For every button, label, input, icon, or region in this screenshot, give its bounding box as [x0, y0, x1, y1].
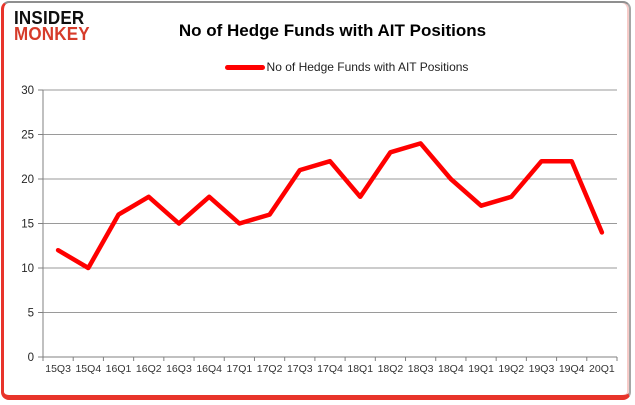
y-tick-label: 25 — [21, 130, 34, 142]
insider-monkey-logo: INSIDER MONKEY — [14, 7, 90, 45]
x-tick-label: 16Q2 — [136, 363, 162, 375]
legend: No of Hedge Funds with AIT Positions — [64, 60, 629, 74]
x-tick-label: 18Q3 — [408, 363, 434, 375]
x-tick-label: 20Q1 — [589, 363, 615, 375]
series-line — [55, 141, 605, 271]
y-tick-label: 30 — [21, 85, 34, 97]
x-tick-label: 19Q2 — [498, 363, 524, 375]
legend-label: No of Hedge Funds with AIT Positions — [266, 60, 469, 74]
legend-line-swatch — [224, 64, 265, 70]
y-tick-label: 0 — [28, 352, 34, 364]
logo-text-monkey: MONKEY — [14, 24, 90, 45]
x-tick-label: 16Q1 — [106, 363, 132, 375]
x-tick-label: 18Q2 — [378, 363, 404, 375]
chart-title: No of Hedge Funds with AIT Positions — [178, 21, 487, 40]
x-tick-label: 17Q2 — [257, 363, 283, 375]
x-tick-label: 19Q1 — [468, 363, 494, 375]
x-tick-label: 16Q3 — [166, 363, 192, 375]
y-tick-label: 5 — [28, 308, 34, 320]
y-tick-label: 20 — [21, 174, 34, 186]
x-tick-label: 18Q4 — [438, 363, 464, 375]
x-tick-label: 16Q4 — [196, 363, 222, 375]
x-tick-label: 17Q3 — [287, 363, 313, 375]
x-tick-label: 15Q4 — [75, 363, 101, 375]
x-tick-label: 17Q1 — [227, 363, 253, 375]
chart-card: INSIDER MONKEY No of Hedge Funds with AI… — [1, 1, 631, 400]
logo-text-insider: INSIDER — [14, 7, 85, 29]
x-tick-label: 18Q1 — [347, 363, 373, 375]
y-tick-label: 10 — [21, 263, 34, 275]
x-tick-label: 19Q3 — [529, 363, 555, 375]
x-tick-label: 15Q3 — [45, 363, 71, 375]
x-tick-label: 17Q4 — [317, 363, 343, 375]
y-tick-label: 15 — [21, 219, 34, 231]
x-tick-label: 19Q4 — [559, 363, 585, 375]
